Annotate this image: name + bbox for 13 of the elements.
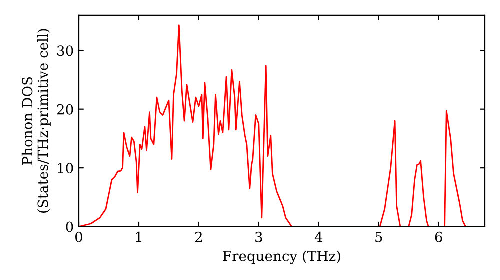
x-tick-label: 1 xyxy=(136,232,142,242)
x-tick-label: 4 xyxy=(314,232,323,242)
x-tick-label: 6 xyxy=(435,232,442,242)
y-axis-title: Phonon DOS (States/THz·primitive cell) xyxy=(22,29,51,213)
x-tick-label: 0 xyxy=(75,232,82,242)
x-tick-label: 3 xyxy=(256,232,262,242)
x-tick-label: 5 xyxy=(376,232,382,242)
x-tick-label: 2 xyxy=(195,232,202,242)
y-tick-label: 10 xyxy=(58,163,74,174)
x-axis-title: Frequency (THz) xyxy=(223,250,340,264)
y-tick-label: 0 xyxy=(66,222,74,232)
y-tick-label: 30 xyxy=(58,46,74,56)
y-tick-label: 20 xyxy=(57,104,74,115)
